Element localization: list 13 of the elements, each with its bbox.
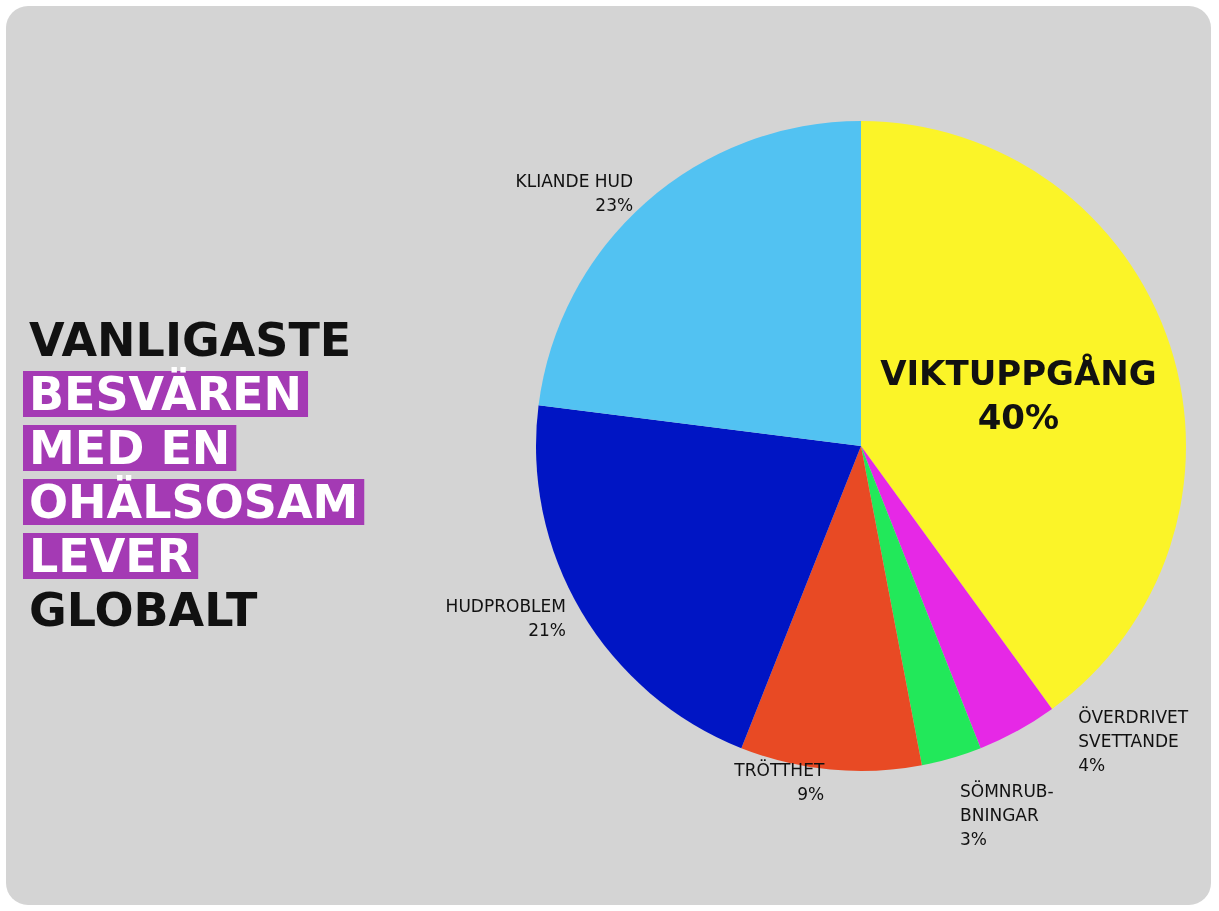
slice-label: ÖVERDRIVET SVETTANDE [1078, 706, 1189, 752]
slice-label: SÖMNRUB- BNINGAR [960, 780, 1054, 826]
data-label: 9% [797, 783, 825, 804]
data-label: 3% [960, 829, 987, 850]
data-label: 40% [977, 396, 1060, 437]
slice-label: HUDPROBLEM [445, 595, 566, 616]
slice-label: VIKTUPPGÅNG [880, 352, 1157, 393]
slice-label: TRÖTTHET [733, 758, 825, 780]
data-label: 4% [1078, 755, 1106, 776]
data-label: 21% [528, 619, 566, 640]
text: VANLIGASTE BESVÄREN MED EN OHÄLSOSAM LEVER GLOBALT [29, 313, 359, 637]
data-label: 23% [595, 195, 634, 216]
slice-label: KLIANDE HUD [515, 171, 634, 192]
